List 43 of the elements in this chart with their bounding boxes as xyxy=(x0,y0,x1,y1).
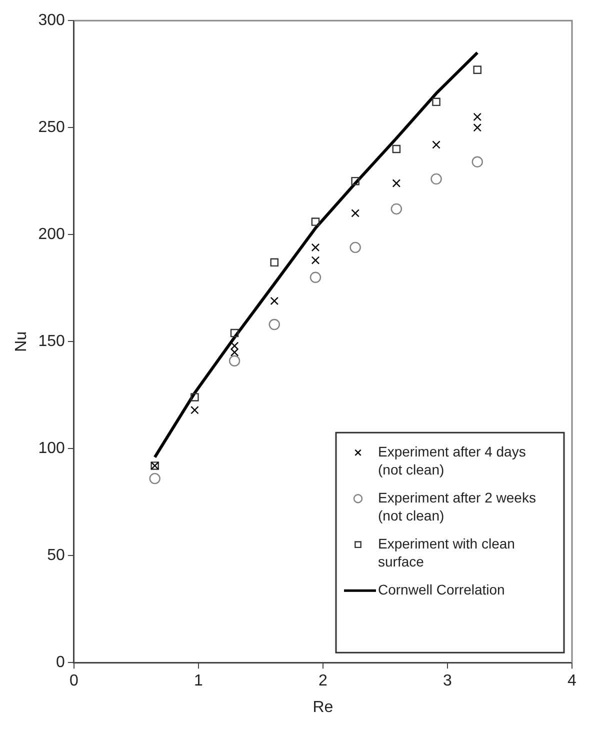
point xyxy=(432,98,440,106)
y-axis-title: Nu xyxy=(13,331,30,352)
y-tick-label: 250 xyxy=(38,119,65,136)
x-tick-label: 3 xyxy=(443,672,452,690)
point xyxy=(351,209,360,218)
legend-label: Cornwell Correlation xyxy=(378,581,505,598)
point xyxy=(311,256,320,264)
y-tick-label: 200 xyxy=(38,226,65,244)
x-tick-label: 1 xyxy=(194,672,203,690)
point xyxy=(268,318,280,330)
x-tick-label: 2 xyxy=(318,672,328,690)
legend-label: Experiment with clean surface xyxy=(378,535,515,570)
point xyxy=(230,328,239,338)
point xyxy=(350,242,361,254)
x-tick-label: 0 xyxy=(69,672,78,690)
point xyxy=(473,112,482,122)
legend-label: Experiment after 4 days (not clean) xyxy=(378,443,526,478)
x-axis-title: Re xyxy=(312,698,334,716)
point xyxy=(432,140,440,149)
point xyxy=(270,296,279,306)
point xyxy=(430,173,442,185)
point xyxy=(390,203,402,215)
point xyxy=(311,218,320,226)
point xyxy=(311,243,320,252)
point xyxy=(392,144,401,154)
y-tick-label: 100 xyxy=(38,440,65,458)
point xyxy=(473,66,482,74)
point xyxy=(310,272,322,283)
legend-label: Experiment after 2 weeks (not clean) xyxy=(378,489,536,524)
point xyxy=(228,355,240,366)
y-tick-label: 150 xyxy=(38,333,65,350)
y-tick-label: 300 xyxy=(38,12,65,30)
y-tick-label: 50 xyxy=(47,547,65,564)
point xyxy=(149,472,160,484)
point xyxy=(270,258,279,267)
point xyxy=(472,156,483,168)
point xyxy=(392,179,401,188)
point xyxy=(190,393,199,402)
point xyxy=(473,123,482,132)
point xyxy=(190,406,199,414)
y-tick-label: 0 xyxy=(56,654,65,672)
x-tick-label: 4 xyxy=(568,672,577,690)
point xyxy=(351,176,360,186)
